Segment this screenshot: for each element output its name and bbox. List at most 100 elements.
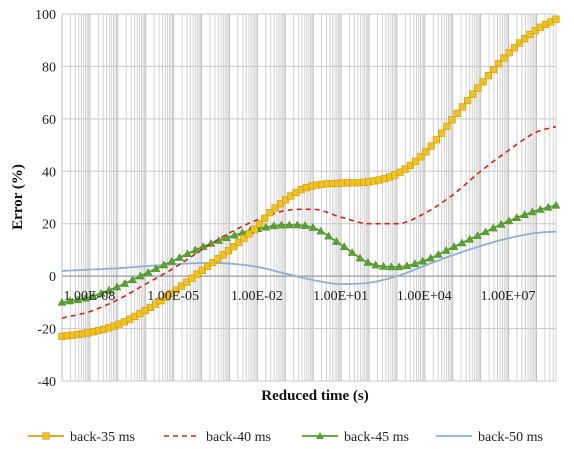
series-back-50-ms — [61, 230, 557, 285]
data-point-back-45-ms — [284, 220, 294, 229]
data-point-back-45-ms — [143, 267, 153, 276]
data-point-back-35-ms — [193, 270, 201, 278]
legend-label: back-35 ms — [70, 430, 135, 445]
legend-item-back-50-ms: back-50 ms — [436, 430, 543, 445]
data-point-back-45-ms — [449, 242, 459, 250]
legend-swatch-marker — [42, 432, 50, 440]
data-point-back-45-ms — [269, 221, 279, 230]
data-point-back-35-ms — [224, 247, 233, 255]
data-point-back-45-ms — [277, 220, 286, 229]
data-point-back-45-ms — [88, 291, 98, 300]
data-point-back-35-ms — [474, 84, 482, 92]
data-point-back-35-ms — [484, 72, 493, 80]
data-point-back-35-ms — [183, 278, 191, 286]
data-point-back-35-ms — [489, 65, 498, 74]
data-point-back-45-ms — [371, 260, 381, 269]
data-point-back-45-ms — [73, 295, 83, 304]
data-point-back-35-ms — [458, 103, 467, 111]
data-point-back-35-ms — [505, 49, 513, 57]
data-point-back-45-ms — [535, 204, 545, 213]
data-point-back-45-ms — [190, 245, 200, 254]
data-point-back-45-ms — [426, 253, 435, 262]
data-point-back-45-ms — [159, 260, 169, 269]
data-point-back-35-ms — [437, 129, 446, 137]
data-point-back-45-ms — [418, 256, 428, 265]
data-point-back-45-ms — [441, 246, 451, 254]
data-point-back-45-ms — [480, 227, 490, 236]
data-point-back-45-ms — [465, 234, 475, 243]
data-point-back-45-ms — [543, 202, 553, 211]
data-point-back-35-ms — [172, 286, 181, 294]
data-point-back-35-ms — [219, 251, 227, 259]
data-point-back-35-ms — [479, 78, 487, 86]
data-point-back-45-ms — [292, 220, 302, 229]
data-point-back-45-ms — [261, 222, 271, 231]
legend: back-35 ms back-40 ms back-45 ms back-50 ms — [28, 430, 543, 445]
data-point-back-35-ms — [250, 225, 259, 233]
data-point-back-45-ms — [65, 296, 75, 305]
data-point-back-35-ms — [521, 35, 529, 43]
legend-item-back-40-ms: back-40 ms — [164, 430, 271, 445]
y-tick-label: 60 — [42, 113, 56, 128]
data-point-back-35-ms — [281, 196, 290, 204]
legend-label: back-45 ms — [344, 430, 409, 445]
data-point-back-45-ms — [457, 238, 467, 247]
data-point-back-35-ms — [401, 165, 409, 173]
data-point-back-35-ms — [235, 238, 243, 247]
y-tick-label: 100 — [35, 8, 56, 23]
data-point-back-45-ms — [528, 207, 537, 216]
series-line-back-45-ms — [61, 204, 557, 304]
data-point-back-35-ms — [188, 274, 196, 282]
data-point-back-35-ms — [261, 214, 269, 222]
data-point-back-45-ms — [128, 275, 138, 284]
data-point-back-45-ms — [175, 253, 185, 261]
data-point-back-35-ms — [411, 157, 420, 165]
data-point-back-45-ms — [488, 223, 498, 232]
data-point-back-45-ms — [96, 288, 106, 297]
y-axis-label: Error (%) — [10, 164, 26, 230]
series-back-40-ms — [61, 125, 557, 319]
data-point-back-35-ms — [453, 109, 461, 118]
data-point-back-45-ms — [394, 262, 404, 271]
data-point-back-35-ms — [209, 258, 217, 267]
grid — [61, 13, 557, 382]
data-point-back-45-ms — [81, 293, 90, 302]
y-tick-label: 20 — [42, 218, 56, 233]
data-point-back-35-ms — [204, 262, 212, 271]
x-tick-label: 1.00E+01 — [313, 289, 368, 304]
x-tick-label: 1.00E-05 — [147, 289, 199, 304]
data-point-back-35-ms — [552, 15, 560, 23]
x-axis-label: Reduced time (s) — [261, 388, 368, 404]
data-point-back-35-ms — [432, 136, 441, 144]
data-point-back-45-ms — [355, 253, 365, 262]
series-line-back-40-ms — [61, 125, 557, 319]
y-tick-label: 80 — [42, 60, 56, 75]
legend-item-back-35-ms: back-35 ms — [28, 430, 135, 445]
data-point-back-35-ms — [245, 230, 253, 238]
data-point-back-35-ms — [463, 96, 472, 105]
data-point-back-45-ms — [151, 264, 161, 272]
series-back-35-ms — [58, 15, 560, 341]
x-tick-label: 1.00E-02 — [231, 289, 283, 304]
data-point-back-35-ms — [198, 266, 207, 274]
data-point-back-35-ms — [271, 204, 279, 212]
x-tick-label: 1.00E+04 — [397, 289, 452, 304]
data-point-back-35-ms — [526, 30, 534, 39]
data-point-back-45-ms — [551, 200, 561, 209]
data-point-back-35-ms — [406, 161, 415, 170]
tick-labels: -40 -20 0 20 40 60 80 100 1.00E-08 1.00E-05 1.00E-… — [35, 8, 536, 390]
series-line-back-50-ms — [61, 230, 557, 285]
data-point-back-35-ms — [230, 243, 238, 251]
data-point-back-35-ms — [417, 153, 425, 161]
data-point-back-45-ms — [104, 285, 114, 294]
data-point-back-45-ms — [347, 248, 357, 256]
data-point-back-45-ms — [316, 226, 326, 235]
x-tick-label: 1.00E+07 — [481, 289, 536, 304]
y-tick-label: 0 — [49, 270, 56, 285]
data-point-back-45-ms — [112, 282, 122, 291]
data-point-back-45-ms — [363, 258, 373, 266]
data-point-back-45-ms — [183, 249, 192, 258]
data-point-back-45-ms — [410, 259, 420, 268]
data-point-back-45-ms — [512, 213, 522, 221]
